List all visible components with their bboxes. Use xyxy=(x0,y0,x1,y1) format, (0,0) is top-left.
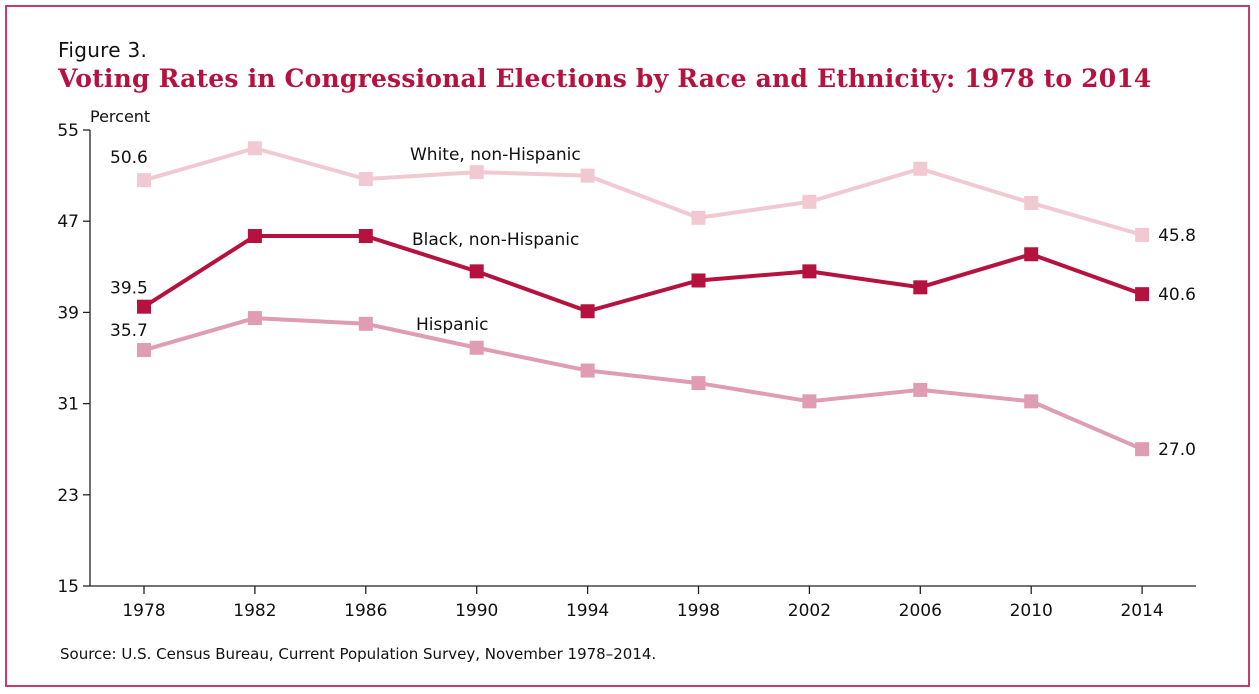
data-point-white xyxy=(913,161,928,176)
x-tick-label: 1994 xyxy=(566,601,609,621)
y-tick-label: 47 xyxy=(57,212,79,232)
end-value-label: 27.0 xyxy=(1158,440,1196,460)
data-point-black xyxy=(469,264,484,279)
data-point-hispanic xyxy=(1024,394,1039,409)
x-tick-label: 2014 xyxy=(1120,601,1163,621)
data-point-hispanic xyxy=(469,340,484,355)
data-point-hispanic xyxy=(691,376,706,391)
series-line-black xyxy=(142,234,1143,314)
start-value-label: 39.5 xyxy=(110,279,148,299)
x-tick-label: 2010 xyxy=(1010,601,1053,621)
x-tick-label: 2006 xyxy=(899,601,942,621)
axes: 15 23 31 39 47 55 1978 1982 1986 1990 1994 1998 2002… xyxy=(57,121,1196,621)
y-tick-label: 55 xyxy=(57,121,79,141)
x-tick-label: 1982 xyxy=(233,601,276,621)
data-point-black xyxy=(247,229,262,244)
data-point-hispanic xyxy=(137,343,151,358)
data-point-black xyxy=(137,299,151,314)
end-value-label: 45.8 xyxy=(1158,226,1196,246)
data-point-white xyxy=(469,165,484,180)
data-point-black xyxy=(580,304,595,319)
x-tick-label: 1986 xyxy=(344,601,387,621)
data-point-white xyxy=(1135,227,1150,242)
data-point-black xyxy=(358,229,373,244)
y-axis-label: Percent xyxy=(90,107,150,126)
data-point-black xyxy=(913,280,928,295)
series-black xyxy=(137,229,1150,319)
y-tick-label: 31 xyxy=(57,395,79,415)
data-point-hispanic xyxy=(247,311,262,326)
data-point-hispanic xyxy=(358,316,373,331)
chart-title: Voting Rates in Congressional Elections … xyxy=(58,64,1152,93)
y-tick-label: 39 xyxy=(57,303,79,323)
data-point-white xyxy=(580,168,595,183)
series-name-label: Black, non-Hispanic xyxy=(412,230,579,250)
x-tick-label: 1998 xyxy=(677,601,720,621)
x-tick-label: 2002 xyxy=(788,601,831,621)
y-tick-label: 23 xyxy=(57,486,79,506)
series-name-label: White, non-Hispanic xyxy=(410,145,581,165)
data-point-black xyxy=(1024,247,1039,262)
x-tick-label: 1990 xyxy=(455,601,498,621)
series-line-hispanic xyxy=(143,316,1143,452)
start-value-label: 50.6 xyxy=(110,148,148,168)
series-hispanic xyxy=(137,311,1150,457)
data-point-hispanic xyxy=(913,382,928,397)
series-layer xyxy=(137,141,1150,457)
y-tick-label: 15 xyxy=(57,577,79,597)
data-point-white xyxy=(802,194,817,209)
end-value-label: 40.6 xyxy=(1158,285,1196,305)
data-point-white xyxy=(247,141,262,156)
data-point-white xyxy=(358,172,373,187)
data-point-white xyxy=(1024,195,1039,210)
series-name-label: Hispanic xyxy=(416,315,488,335)
data-point-black xyxy=(802,264,817,279)
data-point-hispanic xyxy=(1135,442,1150,457)
start-value-label: 35.7 xyxy=(110,321,148,341)
data-point-white xyxy=(137,173,151,188)
data-point-hispanic xyxy=(580,363,595,378)
data-point-white xyxy=(691,210,706,225)
figure-label: Figure 3. xyxy=(58,38,148,62)
series-white xyxy=(137,141,1150,242)
data-point-black xyxy=(1135,287,1150,302)
labels-layer: White, non-Hispanic 50.6 45.8 Black, non-Hi… xyxy=(110,145,1196,460)
figure-frame xyxy=(5,5,1250,687)
data-point-hispanic xyxy=(802,394,817,409)
x-tick-label: 1978 xyxy=(122,601,165,621)
series-line-white xyxy=(143,146,1143,237)
data-point-black xyxy=(691,273,706,288)
source-note: Source: U.S. Census Bureau, Current Popu… xyxy=(60,645,657,663)
